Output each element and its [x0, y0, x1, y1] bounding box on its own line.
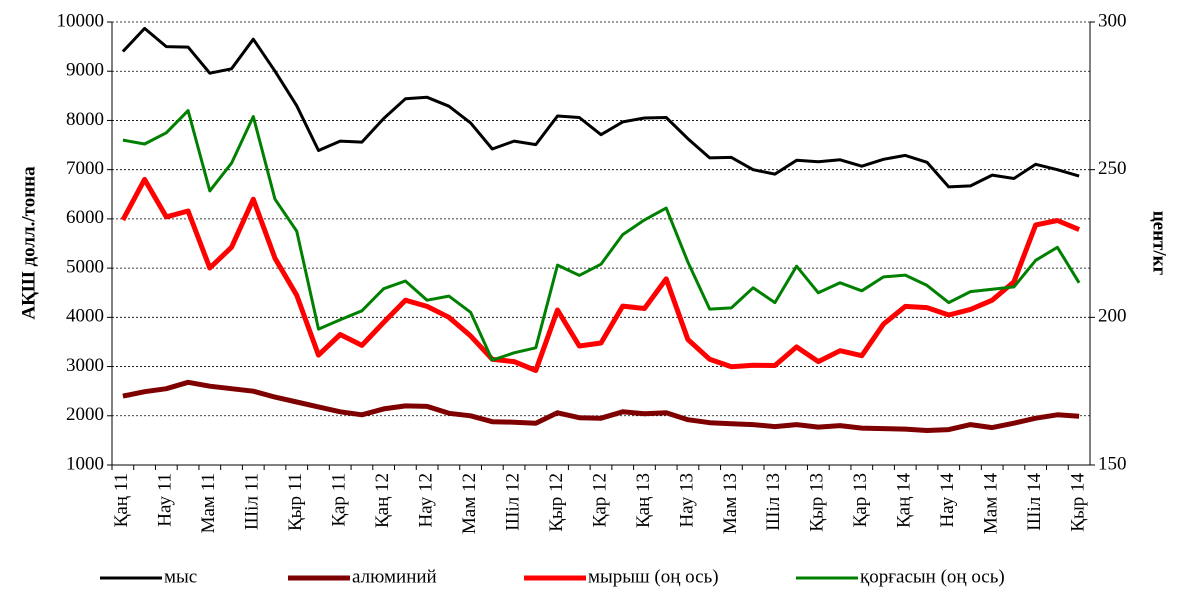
x-tick-label: Нау 14 — [937, 473, 958, 528]
x-tick-label: Қыр 13 — [807, 473, 828, 532]
x-tick-label: Қаң 14 — [894, 473, 915, 529]
x-tick-label: Қаң 12 — [372, 473, 393, 528]
x-tick-label: Қыр 14 — [1067, 473, 1088, 532]
series-line — [122, 379, 1080, 433]
y-tick-label: 10000 — [57, 10, 105, 31]
x-tick-label: Мам 11 — [198, 473, 219, 533]
y-tick-label: 3000 — [66, 355, 104, 376]
x-tick-label: Нау 11 — [155, 473, 176, 527]
y2-axis-label: цент/кг — [1149, 211, 1170, 276]
x-tick-label: Мам 14 — [981, 473, 1002, 535]
y2-tick-label: 200 — [1098, 306, 1127, 327]
x-tick-label: Қаң 11 — [111, 473, 132, 527]
legend-label: мырыш (оң ось) — [588, 566, 719, 587]
x-tick-label: Мам 12 — [459, 473, 480, 534]
y-axis-label: АҚШ долл./тонна — [18, 166, 39, 320]
x-tick-label: Қар 12 — [589, 473, 610, 527]
series-line — [121, 26, 1080, 189]
x-tick-label: Нау 12 — [415, 473, 436, 527]
x-tick-label: Қыр 12 — [546, 473, 567, 532]
legend-label: мыс — [164, 566, 197, 587]
y-tick-label: 8000 — [66, 109, 104, 130]
series-line — [122, 109, 1081, 362]
x-tick-label: Нау 13 — [676, 473, 697, 527]
legend-label: алюминий — [352, 566, 437, 587]
y-tick-label: 1000 — [66, 453, 104, 474]
y-tick-label: 5000 — [66, 256, 104, 277]
x-tick-label: Қыр 11 — [285, 473, 306, 531]
x-tick-label: Шіл 11 — [242, 473, 263, 530]
y2-tick-label: 150 — [1098, 453, 1127, 474]
legend-label: қорғасын (оң ось) — [860, 566, 1005, 587]
x-tick-label: Қар 13 — [850, 473, 871, 527]
x-tick-label: Мам 13 — [720, 473, 741, 534]
x-tick-label: Шіл 14 — [1024, 473, 1045, 531]
x-tick-label: Шіл 13 — [763, 473, 784, 531]
x-tick-label: Шіл 12 — [502, 473, 523, 531]
y-tick-label: 6000 — [66, 207, 104, 228]
x-tick-label: Қаң 13 — [633, 473, 654, 528]
y-tick-label: 4000 — [66, 306, 104, 327]
y2-tick-label: 250 — [1098, 158, 1127, 179]
y2-tick-label: 300 — [1098, 10, 1127, 31]
y-tick-label: 9000 — [66, 60, 104, 81]
y-tick-label: 7000 — [66, 158, 104, 179]
series-line — [120, 176, 1081, 373]
x-tick-label: Қар 11 — [329, 473, 350, 527]
y-tick-label: 2000 — [66, 404, 104, 425]
